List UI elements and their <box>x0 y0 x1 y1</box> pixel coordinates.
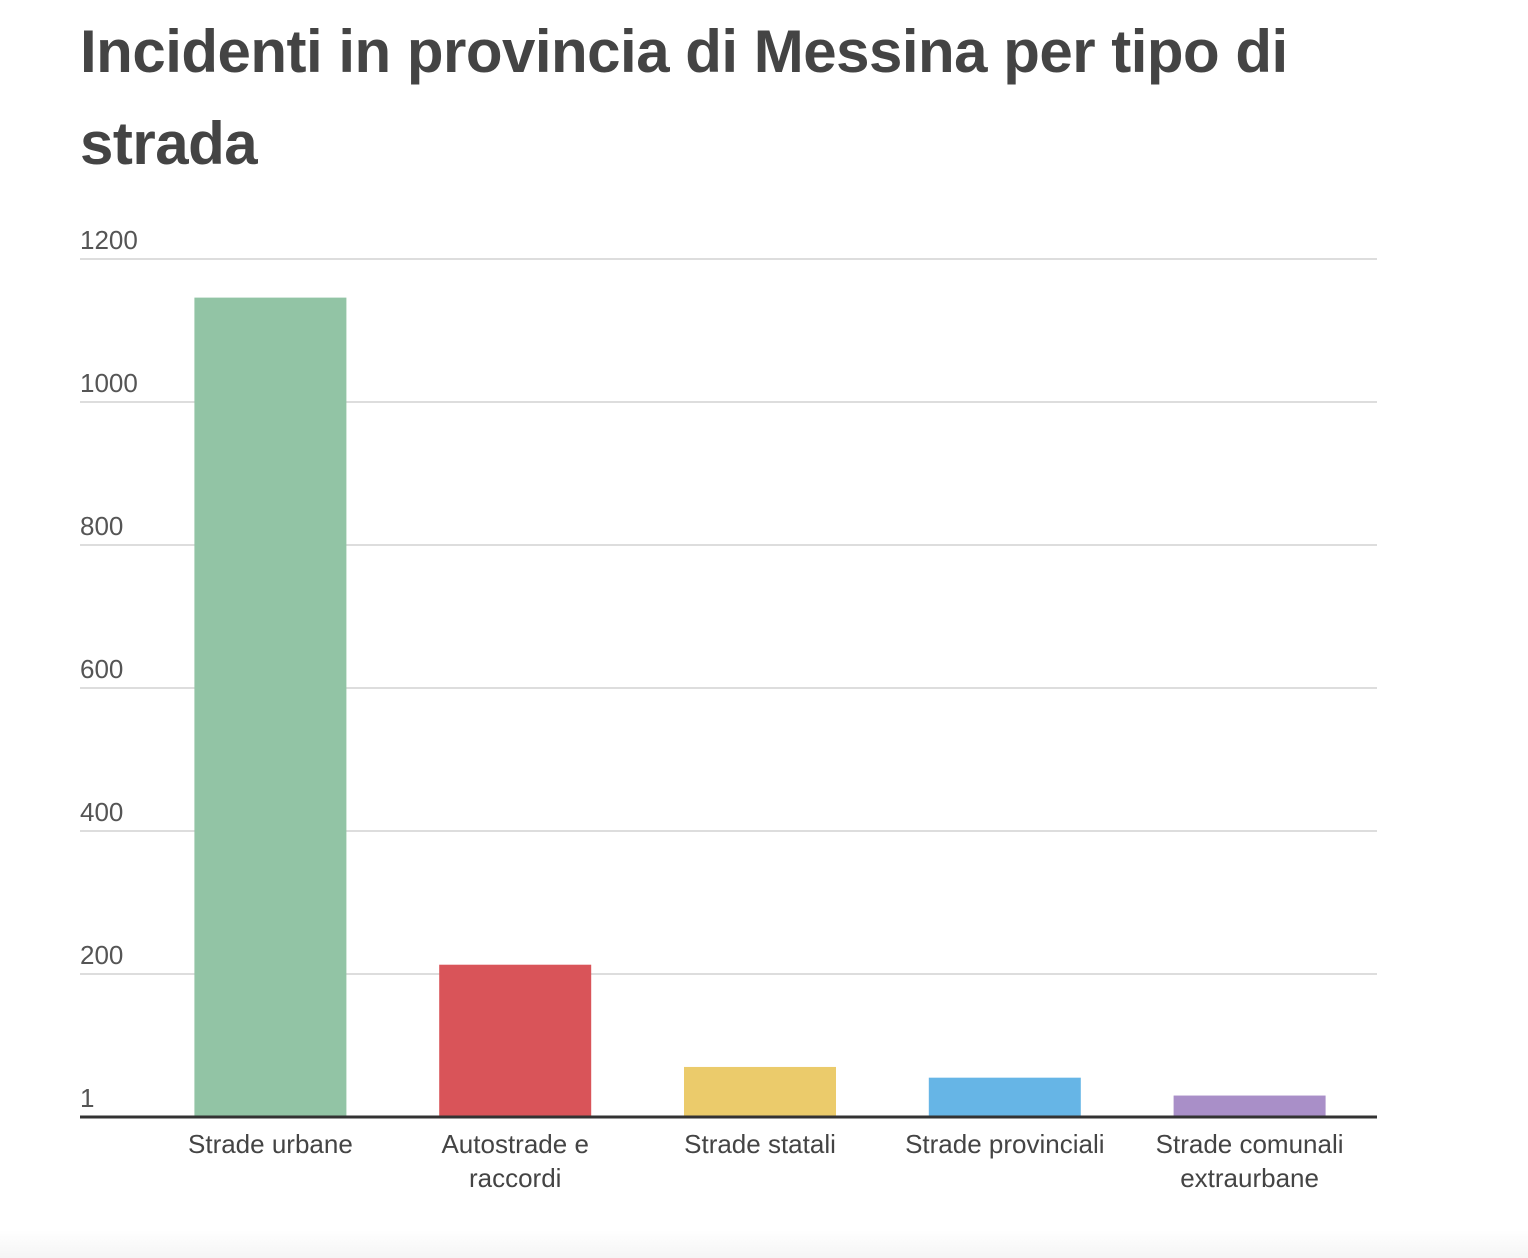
bars <box>194 297 1326 1117</box>
y-tick-label: 200 <box>80 940 123 970</box>
page-bottom-shade <box>0 1230 1528 1258</box>
bar <box>1173 1095 1326 1117</box>
x-category-label: Autostrade e <box>441 1129 588 1159</box>
x-category-label: Strade comunali <box>1156 1129 1344 1159</box>
x-category-label: extraurbane <box>1180 1163 1319 1193</box>
y-tick-label: 1 <box>80 1083 94 1113</box>
bar <box>684 1066 836 1117</box>
x-category-label: Strade statali <box>684 1129 836 1159</box>
y-tick-label: 1200 <box>80 225 138 255</box>
y-tick-label: 800 <box>80 511 123 541</box>
x-category-label: Strade provinciali <box>905 1129 1104 1159</box>
chart-title: Incidenti in provincia di Messina per ti… <box>80 18 1288 177</box>
bar <box>928 1077 1081 1117</box>
y-tick-label: 400 <box>80 797 123 827</box>
bar <box>439 964 592 1117</box>
y-tick-label: 600 <box>80 654 123 684</box>
x-category-label: raccordi <box>469 1163 561 1193</box>
x-category-label: Strade urbane <box>188 1129 353 1159</box>
bar <box>194 297 347 1117</box>
x-axis-labels: Strade urbane Autostrade e raccordi Strade … <box>188 1129 1344 1193</box>
y-tick-label: 1000 <box>80 368 138 398</box>
